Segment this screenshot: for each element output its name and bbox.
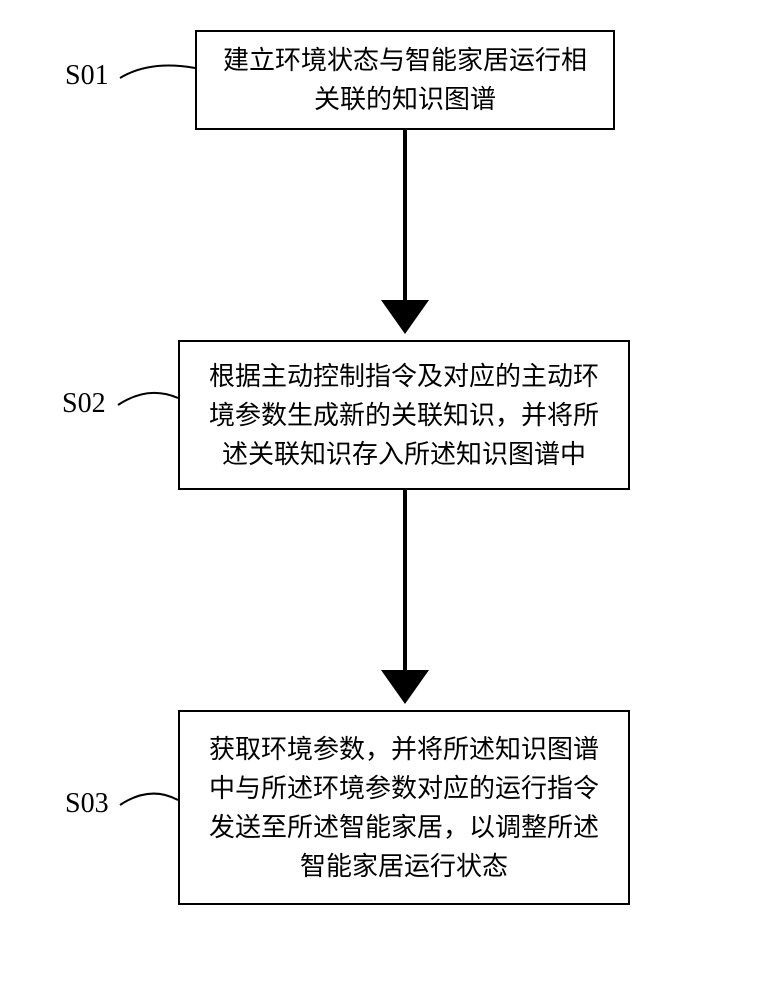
step-text-s03: 获取环境参数，并将所述知识图谱中与所述环境参数对应的运行指令发送至所述智能家居，… <box>198 730 610 886</box>
step-box-s03: 获取环境参数，并将所述知识图谱中与所述环境参数对应的运行指令发送至所述智能家居，… <box>178 710 630 905</box>
step-label-s02: S02 <box>62 390 106 418</box>
step-text-s01: 建立环境状态与智能家居运行相关联的知识图谱 <box>215 41 595 119</box>
step-label-s03: S03 <box>65 790 109 818</box>
step-text-s02: 根据主动控制指令及对应的主动环境参数生成新的关联知识，并将所述关联知识存入所述知… <box>198 357 610 474</box>
step-box-s01: 建立环境状态与智能家居运行相关联的知识图谱 <box>195 30 615 130</box>
step-box-s02: 根据主动控制指令及对应的主动环境参数生成新的关联知识，并将所述关联知识存入所述知… <box>178 340 630 490</box>
step-label-s01: S01 <box>65 62 109 90</box>
label-connector-s03 <box>120 794 178 805</box>
label-connector-s02 <box>118 393 178 405</box>
arrow-head-2 <box>381 670 429 704</box>
arrow-head-1 <box>381 300 429 334</box>
label-connector-s01 <box>120 66 195 78</box>
flowchart-canvas: S01 建立环境状态与智能家居运行相关联的知识图谱 S02 根据主动控制指令及对… <box>0 0 770 1000</box>
